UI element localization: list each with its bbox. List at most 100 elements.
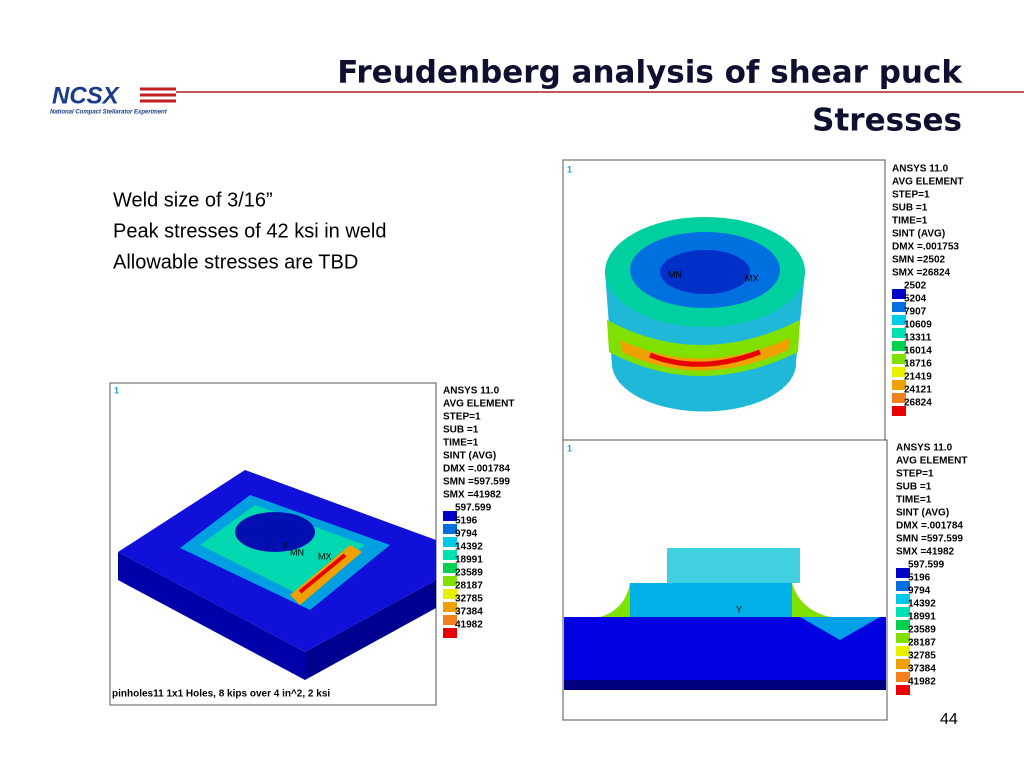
legend-header: SMN =597.599 — [443, 477, 510, 488]
legend-header: SUB =1 — [896, 482, 932, 493]
legend-header: ANSYS 11.0 — [443, 386, 500, 397]
fea-cylinder — [562, 159, 886, 443]
window-number: 1 — [567, 164, 572, 174]
legend-header: SMN =597.599 — [896, 534, 963, 545]
legend-swatch — [892, 328, 906, 338]
page-number: 44 — [940, 711, 958, 728]
legend-swatch — [896, 581, 910, 591]
logo: NCSX — [52, 82, 121, 109]
legend-value: 9794 — [455, 529, 478, 540]
title: Stresses — [812, 103, 962, 139]
bullet: Peak stresses of 42 ksi in weld — [113, 220, 386, 242]
legend-value: 32785 — [455, 594, 483, 605]
legend-value: 597.599 — [908, 560, 945, 571]
legend-header: AVG ELEMENT — [892, 177, 963, 188]
title: Freudenberg analysis of shear puck — [337, 55, 963, 91]
legend-header: TIME=1 — [443, 438, 479, 449]
legend-header: STEP=1 — [892, 190, 930, 201]
legend-swatch — [443, 602, 457, 612]
legend-header: SINT (AVG) — [896, 508, 949, 519]
legend-value: 2502 — [904, 281, 927, 292]
legend-swatch — [892, 289, 906, 299]
legend-value: 14392 — [908, 599, 936, 610]
legend-swatch — [896, 646, 910, 656]
legend-swatch — [892, 315, 906, 325]
legend-swatch — [443, 550, 457, 560]
legend-value: 37384 — [455, 607, 483, 618]
legend-value: 9794 — [908, 586, 931, 597]
caption: pinholes11 1x1 Holes, 8 kips over 4 in^2… — [112, 689, 330, 700]
bullet: Allowable stresses are TBD — [113, 251, 358, 273]
legend-swatch — [892, 393, 906, 403]
legend-value: 10609 — [904, 320, 932, 331]
legend-value: 18991 — [455, 555, 483, 566]
legend-header: DMX =.001784 — [896, 521, 963, 532]
legend-value: 5204 — [904, 294, 927, 305]
legend-header: AVG ELEMENT — [443, 399, 514, 410]
legend-swatch — [896, 633, 910, 643]
marker-label: MX — [745, 273, 759, 283]
legend-swatch — [892, 354, 906, 364]
legend-swatch — [896, 659, 910, 669]
legend-swatch — [443, 628, 457, 638]
legend-header: DMX =.001753 — [892, 242, 959, 253]
legend-header: TIME=1 — [896, 495, 932, 506]
legend-header: SUB =1 — [892, 203, 928, 214]
legend-value: 14392 — [455, 542, 483, 553]
bullet: Weld size of 3/16” — [113, 189, 273, 211]
window-number: 1 — [567, 443, 572, 453]
logo-stripes — [140, 87, 176, 103]
legend-header: ANSYS 11.0 — [896, 443, 953, 454]
legend-value: 28187 — [455, 581, 483, 592]
legend-value: 16014 — [904, 346, 932, 357]
legend-header: AVG ELEMENT — [896, 456, 967, 467]
legend-swatch — [896, 594, 910, 604]
legend-header: DMX =.001784 — [443, 464, 510, 475]
legend-value: 26824 — [904, 398, 932, 409]
legend-swatch — [892, 406, 906, 416]
legend-swatch — [896, 685, 910, 695]
legend-value: 23589 — [908, 625, 936, 636]
fea-plate — [109, 382, 437, 706]
legend-value: 18991 — [908, 612, 936, 623]
legend-swatch — [443, 537, 457, 547]
legend-header: SMX =41982 — [443, 490, 502, 501]
legend-header: STEP=1 — [896, 469, 934, 480]
marker-label: Y — [282, 540, 288, 550]
legend-swatch — [896, 672, 910, 682]
legend-swatch — [892, 380, 906, 390]
legend-swatch — [443, 589, 457, 599]
legend-header: SINT (AVG) — [892, 229, 945, 240]
legend-header: SUB =1 — [443, 425, 479, 436]
legend-swatch — [443, 615, 457, 625]
legend-value: 21419 — [904, 372, 932, 383]
legend-value: 41982 — [908, 677, 936, 688]
legend-value: 5196 — [455, 516, 478, 527]
logo-subtitle: National Compact Stellarator Experiment — [50, 110, 168, 116]
legend-value: 23589 — [455, 568, 483, 579]
fea-section — [562, 439, 888, 721]
legend-swatch — [896, 607, 910, 617]
marker-label: MN — [290, 547, 304, 557]
marker-label: Y — [736, 604, 742, 614]
legend-swatch — [443, 524, 457, 534]
legend-value: 7907 — [904, 307, 927, 318]
legend-header: SMN =2502 — [892, 255, 946, 266]
legend-swatch — [892, 367, 906, 377]
legend-header: SINT (AVG) — [443, 451, 496, 462]
legend-value: 32785 — [908, 651, 936, 662]
legend-value: 18716 — [904, 359, 932, 370]
legend-value: 13311 — [904, 333, 932, 344]
legend-swatch — [892, 302, 906, 312]
legend-swatch — [443, 563, 457, 573]
legend-value: 41982 — [455, 620, 483, 631]
legend-swatch — [443, 511, 457, 521]
marker-label: MX — [318, 551, 332, 561]
legend-value: 597.599 — [455, 503, 492, 514]
legend-header: ANSYS 11.0 — [892, 164, 949, 175]
legend-value: 24121 — [904, 385, 932, 396]
marker-label: MN — [668, 269, 682, 279]
legend-value: 37384 — [908, 664, 936, 675]
legend-value: 28187 — [908, 638, 936, 649]
